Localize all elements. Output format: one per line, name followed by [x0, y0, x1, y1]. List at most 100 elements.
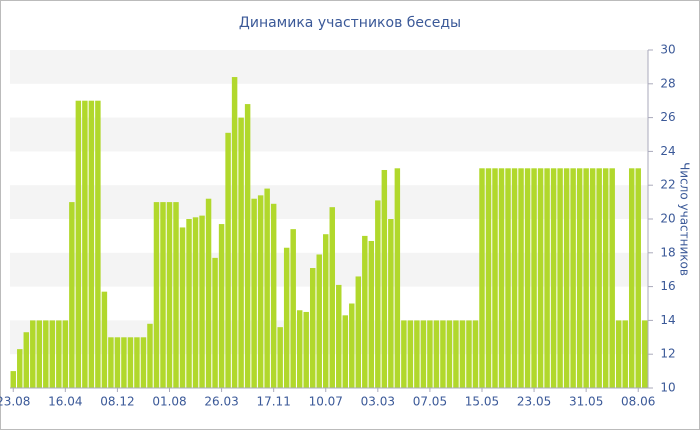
- bar: [296, 310, 303, 388]
- bar: [388, 219, 394, 388]
- bar: [427, 320, 433, 388]
- bar: [583, 168, 589, 388]
- bar: [368, 240, 375, 388]
- y-tick-label: 30: [660, 43, 675, 57]
- bar: [166, 202, 173, 388]
- bar: [43, 320, 49, 388]
- bar: [277, 327, 283, 388]
- y-tick-label: 12: [660, 347, 675, 361]
- bar: [147, 323, 153, 388]
- bar: [225, 132, 231, 388]
- bar: [570, 168, 576, 388]
- bar: [218, 224, 225, 388]
- bar: [231, 77, 238, 388]
- x-tick-label: 26.03: [204, 395, 238, 409]
- bar: [127, 337, 134, 388]
- bar: [589, 168, 596, 388]
- bar: [10, 371, 16, 388]
- bar: [401, 320, 407, 388]
- bar: [485, 168, 492, 388]
- bar: [251, 198, 257, 388]
- bar: [537, 168, 544, 388]
- bar: [628, 168, 635, 388]
- bar: [498, 168, 505, 388]
- bar: [212, 257, 218, 388]
- y-tick-label: 14: [660, 313, 675, 327]
- bar: [140, 337, 147, 388]
- bar: [642, 320, 648, 388]
- bar: [30, 320, 36, 388]
- bar: [205, 198, 212, 388]
- grid-band: [10, 50, 648, 84]
- bar: [36, 320, 43, 388]
- x-tick-label: 10.07: [309, 395, 343, 409]
- bar: [316, 254, 322, 388]
- y-tick-label: 22: [660, 178, 675, 192]
- x-tick-label: 16.04: [48, 395, 82, 409]
- bar: [303, 311, 309, 388]
- bar: [121, 337, 127, 388]
- bar: [257, 195, 264, 388]
- bar: [518, 168, 524, 388]
- bar: [49, 320, 56, 388]
- bar: [323, 234, 329, 388]
- bar: [329, 207, 335, 388]
- bar: [283, 247, 290, 388]
- bar: [56, 320, 62, 388]
- bar: [160, 202, 166, 388]
- x-tick-label: 17.11: [256, 395, 290, 409]
- bar: [336, 284, 342, 388]
- bar: [381, 169, 388, 388]
- bar: [238, 117, 244, 388]
- y-tick-label: 16: [660, 279, 675, 293]
- bar: [75, 100, 82, 388]
- bar: [375, 200, 381, 388]
- bar: [596, 168, 602, 388]
- bar: [69, 202, 75, 388]
- bar: [17, 349, 23, 388]
- bar: [349, 303, 355, 388]
- bar: [82, 100, 88, 388]
- bar: [615, 320, 622, 388]
- bar: [114, 337, 121, 388]
- bar: [576, 168, 583, 388]
- bar: [88, 100, 95, 388]
- bar: [420, 320, 427, 388]
- x-tick-label: 01.08: [152, 395, 186, 409]
- bar: [531, 168, 537, 388]
- bar: [446, 320, 453, 388]
- y-tick-label: 28: [660, 76, 675, 90]
- x-tick-label: 08.06: [621, 395, 655, 409]
- bar: [511, 168, 518, 388]
- bar: [192, 217, 199, 388]
- bar: [309, 268, 316, 388]
- bar: [407, 320, 414, 388]
- bar: [342, 315, 349, 388]
- bar: [524, 168, 531, 388]
- x-tick-label: 23.05: [517, 395, 551, 409]
- bar: [550, 168, 557, 388]
- x-tick-label: 03.03: [361, 395, 395, 409]
- bar: [622, 320, 628, 388]
- y-tick-label: 26: [660, 110, 675, 124]
- bar: [602, 168, 609, 388]
- bar: [459, 320, 466, 388]
- bar: [472, 320, 479, 388]
- bar: [557, 168, 563, 388]
- bar: [62, 320, 69, 388]
- bar: [609, 168, 615, 388]
- y-tick-label: 18: [660, 245, 675, 259]
- bar: [466, 320, 472, 388]
- bar: [492, 168, 498, 388]
- bar: [186, 219, 192, 388]
- x-tick-label: 23.08: [0, 395, 30, 409]
- y-tick-label: 20: [660, 212, 675, 226]
- bar: [563, 168, 570, 388]
- bar: [101, 291, 108, 388]
- bar: [394, 168, 401, 388]
- bar: [635, 168, 641, 388]
- bar: [23, 332, 30, 388]
- x-tick-label: 07.05: [413, 395, 447, 409]
- grid-band: [10, 117, 648, 152]
